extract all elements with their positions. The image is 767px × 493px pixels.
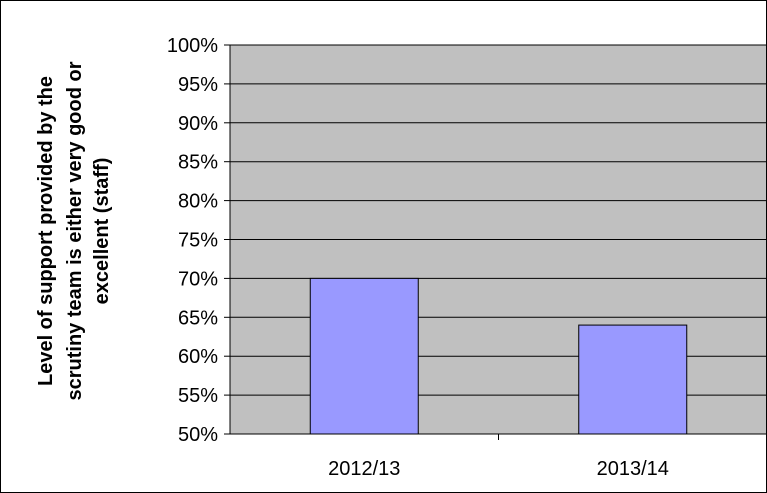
x-tick-labels: 2012/13 2013/14 [328, 458, 669, 480]
y-tick-label: 75% [178, 230, 218, 252]
y-tick-label: 100% [167, 35, 218, 57]
x-tick-label: 2012/13 [328, 458, 400, 480]
y-tick-label: 60% [178, 346, 218, 368]
bars [309, 277, 688, 435]
y-tick-labels: 50% 55% 60% 65% 70% 75% 80% 85% 90% 95% 100% [167, 35, 218, 446]
axes [224, 44, 766, 440]
y-axis-label-group: Level of support provided by the scrutiny… [35, 61, 113, 400]
y-axis-label: Level of support provided by the scrutiny… [35, 61, 113, 400]
bar-2013-14 [578, 324, 688, 435]
y-tick-label: 85% [178, 152, 218, 174]
y-tick-label: 70% [178, 268, 218, 290]
bar-2012-13 [309, 277, 419, 435]
y-axis-label-line: Level of support provided by the [35, 76, 57, 386]
y-tick-label: 50% [178, 424, 218, 446]
y-tick-label: 65% [178, 307, 218, 329]
y-tick-label: 95% [178, 74, 218, 96]
y-axis-label-line: excellent (staff) [91, 158, 113, 305]
y-axis-label-line: scrutiny team is either very good or [64, 61, 86, 400]
x-tick-label: 2013/14 [597, 458, 669, 480]
y-tick-label: 80% [178, 191, 218, 213]
y-tick-label: 90% [178, 113, 218, 135]
y-tick-label: 55% [178, 385, 218, 407]
